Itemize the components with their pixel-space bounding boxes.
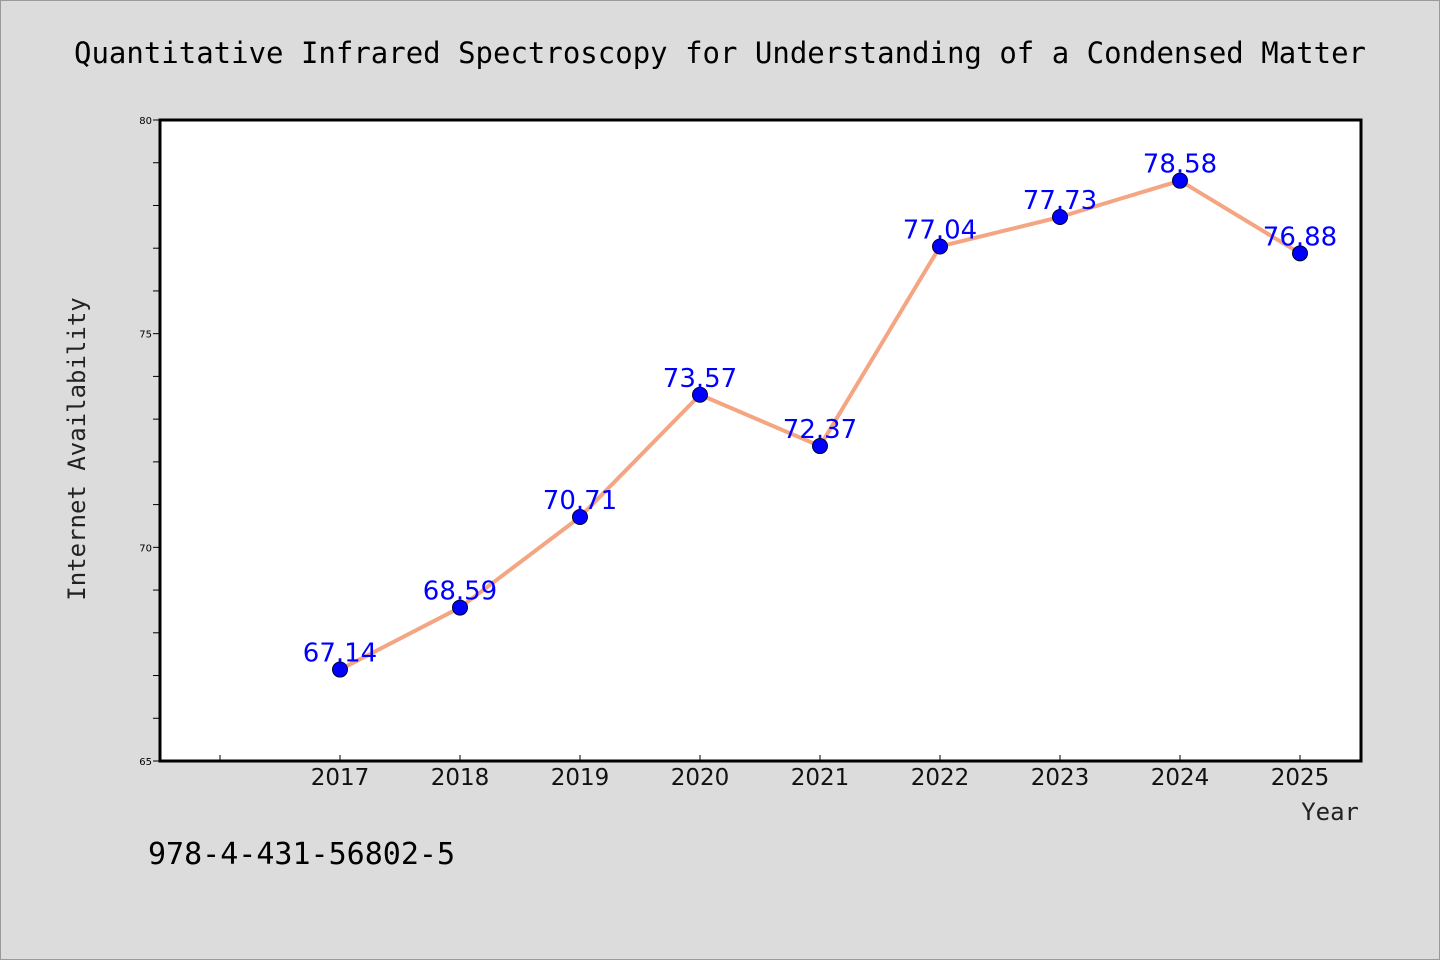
data-label: 72.37 bbox=[783, 415, 857, 445]
data-point bbox=[452, 599, 468, 616]
plot-frame bbox=[158, 118, 1363, 763]
x-tick-label: 2017 bbox=[311, 765, 370, 791]
x-axis-ticks: 2017 2018 2019 2020 2021 2022 2023 2024 2025 bbox=[219, 755, 1330, 791]
series-markers bbox=[332, 172, 1308, 678]
x-tick-label: 2025 bbox=[1271, 765, 1330, 791]
data-point bbox=[932, 238, 948, 255]
data-point bbox=[692, 386, 708, 403]
y-tick-label: 65 bbox=[139, 757, 152, 768]
x-tick-label: 2022 bbox=[911, 765, 970, 791]
x-tick-label: 2019 bbox=[551, 765, 610, 791]
x-tick-label: 2020 bbox=[671, 765, 730, 791]
footer-code: 978-4-431-56802-5 bbox=[148, 837, 455, 872]
y-tick-label: 70 bbox=[139, 543, 152, 554]
data-label: 78.58 bbox=[1143, 150, 1217, 180]
x-tick-label: 2018 bbox=[431, 765, 490, 791]
data-labels: 67.14 68.59 70.71 73.57 72.37 77.04 77.73 78.58… bbox=[303, 150, 1337, 669]
y-tick-label: 80 bbox=[139, 116, 152, 127]
y-tick-label: 75 bbox=[139, 330, 152, 341]
data-point bbox=[812, 438, 828, 455]
x-tick-label: 2024 bbox=[1151, 765, 1210, 791]
data-label: 76.88 bbox=[1263, 222, 1337, 252]
x-axis-label: Year bbox=[1301, 798, 1359, 826]
y-axis-label: Internet Availability bbox=[63, 297, 91, 600]
data-point bbox=[1052, 209, 1068, 226]
data-label: 67.14 bbox=[303, 639, 377, 669]
data-point bbox=[572, 508, 588, 525]
plot-area bbox=[160, 120, 1361, 761]
x-tick-label: 2021 bbox=[791, 765, 850, 791]
data-point bbox=[1172, 172, 1188, 189]
data-label: 73.57 bbox=[663, 364, 737, 394]
data-label: 77.04 bbox=[903, 215, 977, 245]
data-point bbox=[332, 661, 348, 678]
data-label: 70.71 bbox=[543, 486, 617, 516]
x-tick-label: 2023 bbox=[1031, 765, 1090, 791]
chart-title: Quantitative Infrared Spectroscopy for U… bbox=[74, 36, 1366, 70]
data-label: 77.73 bbox=[1023, 186, 1097, 216]
data-label: 68.59 bbox=[423, 577, 497, 607]
data-point bbox=[1292, 245, 1308, 262]
